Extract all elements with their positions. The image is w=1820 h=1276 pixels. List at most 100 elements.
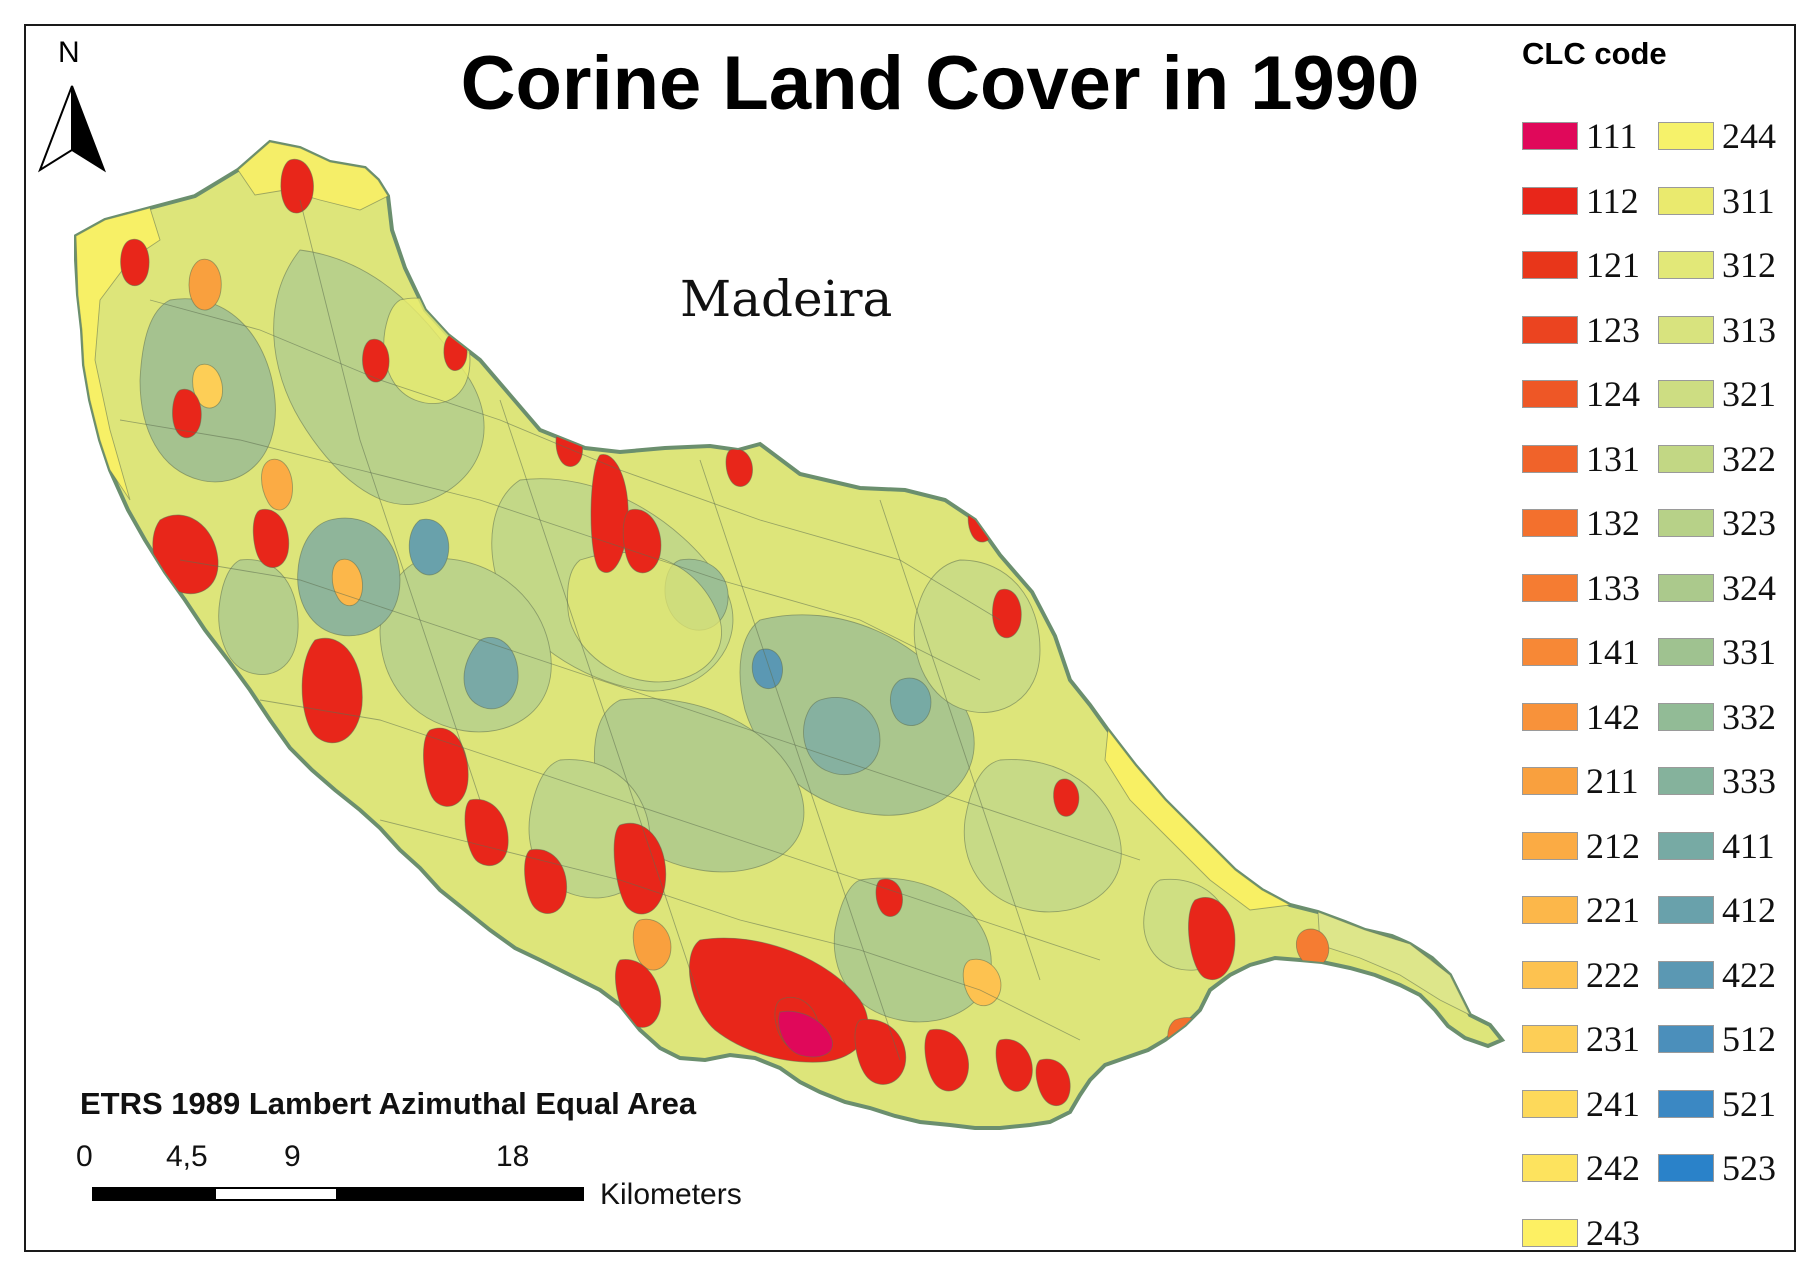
legend-item-321: 321 bbox=[1658, 362, 1776, 427]
legend-code-label: 324 bbox=[1722, 567, 1776, 608]
scale-tick-label: 0 bbox=[76, 1140, 93, 1173]
legend-swatch bbox=[1522, 960, 1578, 989]
legend-code-label: 222 bbox=[1586, 954, 1640, 995]
island-madeira bbox=[74, 139, 1506, 1130]
legend-item-323: 323 bbox=[1658, 491, 1776, 556]
legend-code-label: 133 bbox=[1586, 567, 1640, 608]
legend-item-244: 244 bbox=[1658, 104, 1776, 169]
legend-swatch bbox=[1522, 831, 1578, 860]
legend-code-label: 312 bbox=[1722, 245, 1776, 286]
legend-swatch bbox=[1658, 702, 1714, 731]
legend-swatch bbox=[1658, 638, 1714, 667]
scale-tick-label: 4,5 bbox=[166, 1140, 208, 1173]
legend-swatch bbox=[1522, 380, 1578, 409]
legend-swatch bbox=[1658, 767, 1714, 796]
legend-code-label: 322 bbox=[1722, 438, 1776, 479]
legend-code-label: 512 bbox=[1722, 1019, 1776, 1060]
legend-item-332: 332 bbox=[1658, 685, 1776, 750]
legend-swatch bbox=[1522, 767, 1578, 796]
legend-item-123: 123 bbox=[1522, 298, 1640, 363]
legend-code-label: 141 bbox=[1586, 632, 1640, 673]
legend-swatch bbox=[1658, 251, 1714, 280]
legend-item-412: 412 bbox=[1658, 878, 1776, 943]
legend-item-411: 411 bbox=[1658, 814, 1776, 879]
legend-title: CLC code bbox=[1522, 36, 1667, 71]
legend-swatch bbox=[1658, 444, 1714, 473]
scale-segment bbox=[336, 1187, 584, 1201]
legend-item-331: 331 bbox=[1658, 620, 1776, 685]
legend-code-label: 132 bbox=[1586, 503, 1640, 544]
legend-code-label: 411 bbox=[1722, 825, 1775, 866]
legend-column-1: 111 112 121 123 124 131 132 133 141 142 211 212 221 2… bbox=[1522, 104, 1640, 1265]
legend-swatch bbox=[1522, 509, 1578, 538]
legend-item-324: 324 bbox=[1658, 556, 1776, 621]
legend-swatch bbox=[1522, 1154, 1578, 1183]
legend-item-111: 111 bbox=[1522, 104, 1640, 169]
legend-item-333: 333 bbox=[1658, 749, 1776, 814]
legend-item-211: 211 bbox=[1522, 749, 1640, 814]
legend-code-label: 243 bbox=[1586, 1212, 1640, 1253]
legend-code-label: 112 bbox=[1586, 180, 1639, 221]
legend-swatch bbox=[1658, 831, 1714, 860]
legend-item-132: 132 bbox=[1522, 491, 1640, 556]
legend-code-label: 124 bbox=[1586, 374, 1640, 415]
legend-item-311: 311 bbox=[1658, 169, 1776, 234]
legend-swatch bbox=[1522, 251, 1578, 280]
legend-swatch bbox=[1522, 444, 1578, 473]
legend-swatch bbox=[1658, 380, 1714, 409]
legend-swatch bbox=[1658, 186, 1714, 215]
north-label: N bbox=[58, 36, 80, 69]
legend-swatch bbox=[1658, 122, 1714, 151]
legend-item-221: 221 bbox=[1522, 878, 1640, 943]
legend-code-label: 323 bbox=[1722, 503, 1776, 544]
legend-swatch bbox=[1522, 573, 1578, 602]
legend-item-322: 322 bbox=[1658, 427, 1776, 492]
legend-item-313: 313 bbox=[1658, 298, 1776, 363]
legend-code-label: 311 bbox=[1722, 180, 1775, 221]
legend-swatch bbox=[1522, 896, 1578, 925]
legend-code-label: 332 bbox=[1722, 696, 1776, 737]
legend-code-label: 212 bbox=[1586, 825, 1640, 866]
legend-item-312: 312 bbox=[1658, 233, 1776, 298]
legend-code-label: 333 bbox=[1722, 761, 1776, 802]
legend-code-label: 221 bbox=[1586, 890, 1640, 931]
legend-item-521: 521 bbox=[1658, 1072, 1776, 1137]
legend-swatch bbox=[1658, 1154, 1714, 1183]
legend-swatch bbox=[1522, 1025, 1578, 1054]
legend-item-231: 231 bbox=[1522, 1007, 1640, 1072]
legend-code-label: 242 bbox=[1586, 1148, 1640, 1189]
scale-tick-label: 9 bbox=[284, 1140, 301, 1173]
legend-code-label: 313 bbox=[1722, 309, 1776, 350]
legend-code-label: 241 bbox=[1586, 1083, 1640, 1124]
legend-item-242: 242 bbox=[1522, 1136, 1640, 1201]
place-label-madeira: Madeira bbox=[680, 270, 893, 328]
scale-segment bbox=[214, 1187, 338, 1201]
legend-item-241: 241 bbox=[1522, 1072, 1640, 1137]
scale-unit-label: Kilometers bbox=[600, 1178, 742, 1211]
scale-segment bbox=[92, 1187, 216, 1201]
legend-item-243: 243 bbox=[1522, 1201, 1640, 1266]
legend-code-label: 123 bbox=[1586, 309, 1640, 350]
legend-swatch bbox=[1658, 896, 1714, 925]
legend-item-141: 141 bbox=[1522, 620, 1640, 685]
legend-swatch bbox=[1522, 186, 1578, 215]
legend-swatch bbox=[1522, 638, 1578, 667]
legend-code-label: 211 bbox=[1586, 761, 1639, 802]
legend-code-label: 412 bbox=[1722, 890, 1776, 931]
legend-code-label: 331 bbox=[1722, 632, 1776, 673]
legend-item-222: 222 bbox=[1522, 943, 1640, 1008]
legend-swatch bbox=[1658, 960, 1714, 989]
legend-code-label: 521 bbox=[1722, 1083, 1776, 1124]
legend-item-142: 142 bbox=[1522, 685, 1640, 750]
legend-code-label: 231 bbox=[1586, 1019, 1640, 1060]
legend-item-422: 422 bbox=[1658, 943, 1776, 1008]
scale-bar: 0 4,5 9 18 Kilometers bbox=[76, 1140, 800, 1230]
legend-swatch bbox=[1658, 573, 1714, 602]
north-arrow-icon bbox=[38, 85, 106, 173]
legend-swatch bbox=[1522, 1218, 1578, 1247]
legend-swatch bbox=[1658, 1025, 1714, 1054]
legend-item-133: 133 bbox=[1522, 556, 1640, 621]
legend-code-label: 111 bbox=[1586, 116, 1638, 157]
legend-item-112: 112 bbox=[1522, 169, 1640, 234]
